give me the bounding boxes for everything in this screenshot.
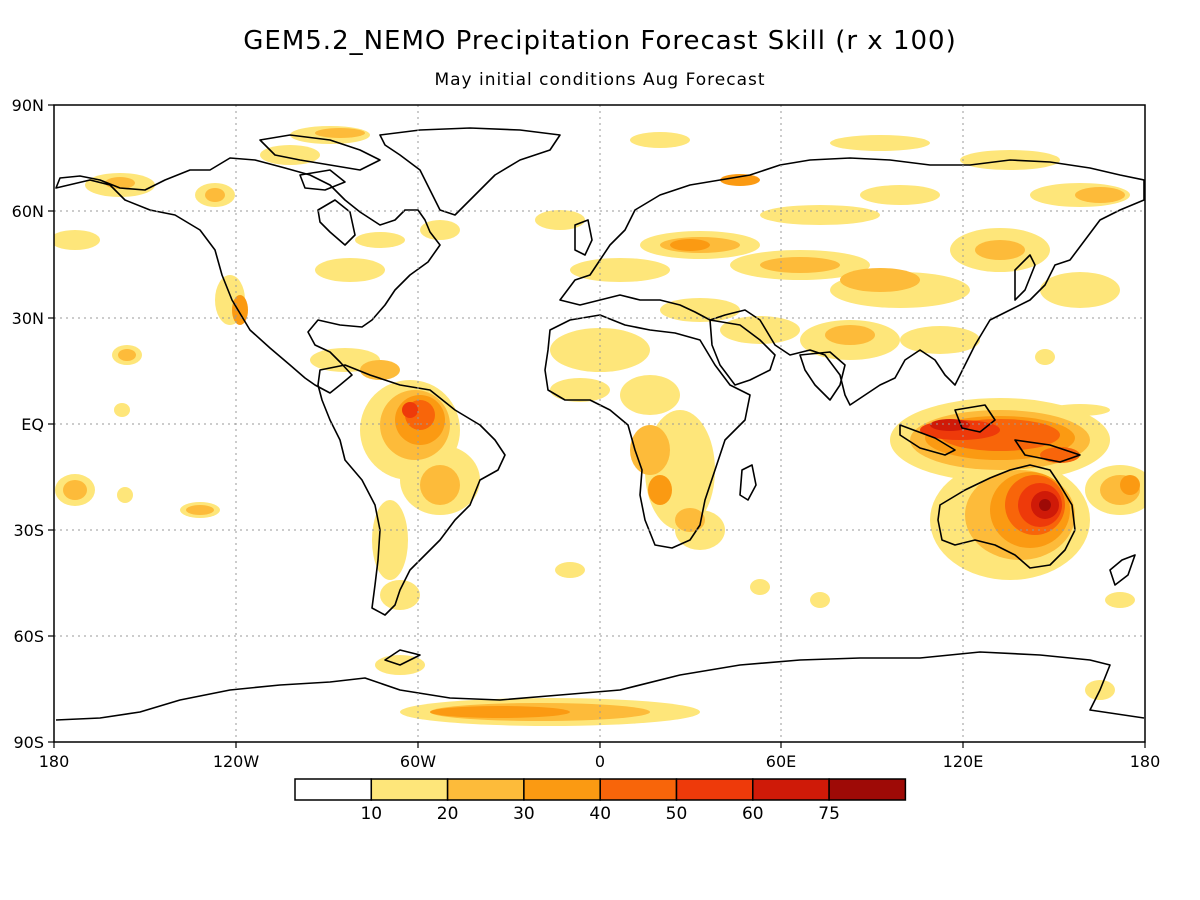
lon-label-120e: 120E xyxy=(943,752,984,771)
colorbar-swatch xyxy=(294,778,373,801)
lat-label-90n: 90N xyxy=(12,96,44,115)
lat-label-60s: 60S xyxy=(13,627,44,646)
lat-label-60n: 60N xyxy=(12,202,44,221)
colorbar-label: 60 xyxy=(742,804,764,824)
colorbar: 10 20 30 40 50 60 75 xyxy=(294,778,907,824)
colorbar-swatch xyxy=(446,778,525,801)
tick-marks xyxy=(48,104,1146,748)
colorbar-label: 50 xyxy=(666,804,688,824)
lat-labels: 90N 60N 30N EQ 30S 60S 90S xyxy=(12,96,44,752)
lon-label-180e: 180 xyxy=(1130,752,1161,771)
lat-label-90s: 90S xyxy=(13,733,44,752)
page-title: GEM5.2_NEMO Precipitation Forecast Skill… xyxy=(243,26,957,56)
map-content xyxy=(54,105,1145,742)
lon-labels: 180 120W 60W 0 60E 120E 180 xyxy=(39,752,1161,771)
colorbar-swatch xyxy=(523,778,601,801)
colorbar-swatch xyxy=(828,778,907,801)
colorbar-label: 20 xyxy=(437,804,459,824)
colorbar-label: 30 xyxy=(513,804,535,824)
lon-label-120w: 120W xyxy=(213,752,260,771)
colorbar-swatch xyxy=(675,778,754,801)
colorbar-label: 40 xyxy=(589,804,611,824)
colorbar-label: 10 xyxy=(360,804,382,824)
colorbar-swatch xyxy=(370,778,449,801)
lat-label-eq: EQ xyxy=(21,415,44,434)
lon-label-0: 0 xyxy=(595,752,605,771)
gridlines xyxy=(54,105,1145,742)
page-subtitle: May initial conditions Aug Forecast xyxy=(434,70,766,90)
lat-label-30n: 30N xyxy=(12,309,44,328)
lon-label-60e: 60E xyxy=(766,752,796,771)
lon-label-60w: 60W xyxy=(400,752,436,771)
colorbar-swatch xyxy=(752,778,830,801)
lon-label-180w: 180 xyxy=(39,752,70,771)
colorbar-label: 75 xyxy=(818,804,840,824)
colorbar-swatch xyxy=(599,778,678,801)
lat-label-30s: 30S xyxy=(13,521,44,540)
coastlines xyxy=(55,127,1145,721)
